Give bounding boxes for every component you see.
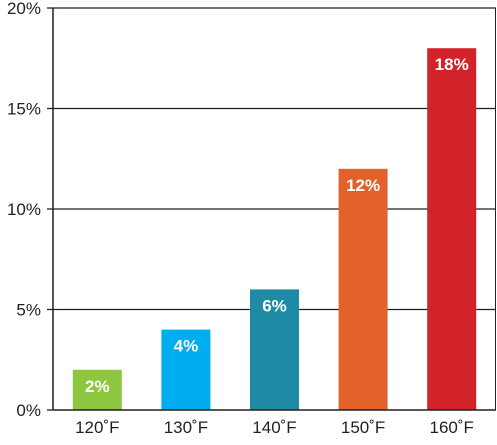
data-labels: 2% 4% 6% 12% 18% xyxy=(85,55,469,396)
axes xyxy=(52,8,496,411)
bar xyxy=(72,369,122,410)
y-tick-label: 0% xyxy=(16,401,41,420)
x-tick-label: 140˚F xyxy=(252,418,296,437)
data-label: 4% xyxy=(174,337,199,356)
x-tick-label: 150˚F xyxy=(341,418,385,437)
x-tick-labels: 120˚F 130˚F 140˚F 150˚F 160˚F xyxy=(75,418,474,437)
bar xyxy=(161,329,211,410)
data-label: 6% xyxy=(262,296,287,315)
x-tick-label: 160˚F xyxy=(429,418,473,437)
bar xyxy=(250,289,299,410)
data-label: 18% xyxy=(435,55,469,74)
y-tick-label: 15% xyxy=(7,100,41,119)
y-tick-label: 5% xyxy=(16,301,41,320)
gridlines xyxy=(47,7,496,411)
bar xyxy=(427,48,477,410)
y-tick-label: 20% xyxy=(7,0,41,18)
bars xyxy=(72,48,477,410)
data-label: 2% xyxy=(85,377,110,396)
x-tick-label: 130˚F xyxy=(164,418,208,437)
x-tick-label: 120˚F xyxy=(75,418,119,437)
bar xyxy=(338,168,388,410)
y-tick-labels: 0% 5% 10% 15% 20% xyxy=(7,0,41,420)
data-label: 12% xyxy=(346,176,380,195)
y-tick-label: 10% xyxy=(7,200,41,219)
